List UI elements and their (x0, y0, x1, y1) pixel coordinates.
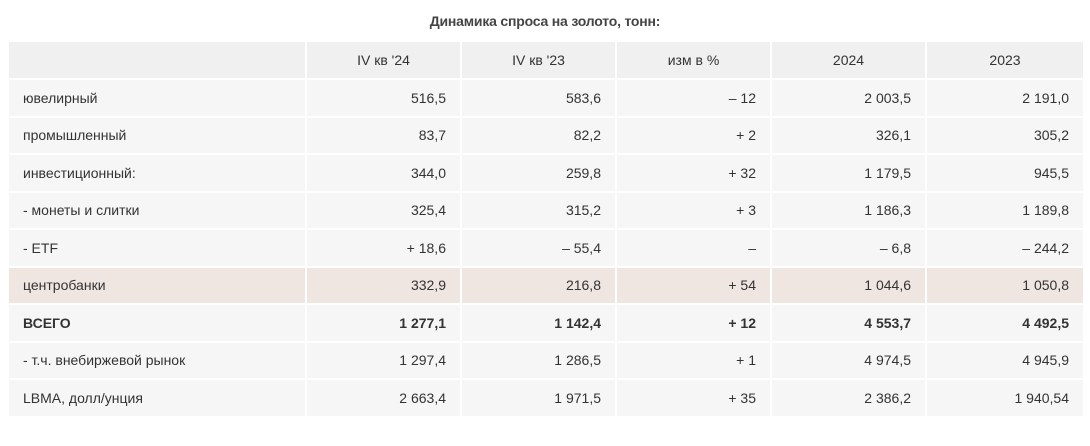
table-cell: 1 050,8 (925, 265, 1085, 305)
table-cell: 1 286,5 (460, 340, 617, 380)
table-cell: + 54 (615, 265, 772, 305)
table-cell: – 244,2 (925, 228, 1085, 268)
table-cell: 305,2 (925, 115, 1085, 155)
table-cell: 1 044,6 (770, 265, 927, 305)
table-body: ювелирный 516,5 583,6– 12 2 003,5 2 191,0 про… (7, 78, 1085, 418)
table-cell: 1 142,4 (460, 303, 617, 343)
table-cell: 82,2 (460, 115, 617, 155)
header-cell: 2023 (925, 40, 1085, 80)
table-cell: + 2 (615, 115, 772, 155)
row-label: - ETF (7, 228, 307, 268)
table-title: Динамика спроса на золото, тонн: (429, 13, 661, 29)
table-cell: 583,6 (460, 78, 617, 118)
table-cell: 4 945,9 (925, 340, 1085, 380)
table-cell: – 6,8 (770, 228, 927, 268)
row-label: LBMA, долл/унция (7, 378, 307, 418)
table-cell: 315,2 (460, 190, 617, 230)
table-cell: 2 386,2 (770, 378, 927, 418)
table-cell: + 18,6 (305, 228, 462, 268)
table-cell: 1 940,54 (925, 378, 1085, 418)
row-label: ВСЕГО (7, 303, 307, 343)
row-label: центробанки (7, 265, 307, 305)
table-cell: 326,1 (770, 115, 927, 155)
table-cell: – (615, 228, 772, 268)
table-row: ювелирный 516,5 583,6– 12 2 003,5 2 191,0 (7, 78, 1085, 118)
table-widget: Динамика спроса на золото, тонн: IV кв '… (7, 13, 1085, 418)
table-cell: 1 297,4 (305, 340, 462, 380)
row-label: - монеты и слитки (7, 190, 307, 230)
table-cell: 259,8 (460, 153, 617, 193)
table-cell: – 55,4 (460, 228, 617, 268)
table-cell: + 32 (615, 153, 772, 193)
table-row: ВСЕГО 1 277,1 1 142,4 + 12 4 553,7 4 492,5 (7, 303, 1085, 343)
header-cell: IV кв '23 (460, 40, 617, 80)
table-row: инвестиционный: 344,0 259,8 + 32 1 179,5 945,… (7, 153, 1085, 193)
table-row: промышленный 83,7 82,2 + 2 326,1 305,2 (7, 115, 1085, 155)
table-cell: 2 191,0 (925, 78, 1085, 118)
table-cell: 1 277,1 (305, 303, 462, 343)
table-cell: 516,5 (305, 78, 462, 118)
table-cell: 344,0 (305, 153, 462, 193)
table-cell: – 12 (615, 78, 772, 118)
table-row: центробанки 332,9 216,8 + 54 1 044,6 1 050,8 (7, 265, 1085, 305)
table-cell: 1 179,5 (770, 153, 927, 193)
header-row: IV кв '24 IV кв '23 изм в % 2024 2023 (7, 40, 1085, 80)
table-cell: 4 492,5 (925, 303, 1085, 343)
row-label: ювелирный (7, 78, 307, 118)
table-cell: + 12 (615, 303, 772, 343)
row-label: инвестиционный: (7, 153, 307, 193)
table-cell: 332,9 (305, 265, 462, 305)
table-cell: 2 003,5 (770, 78, 927, 118)
table-row: LBMA, долл/унция 2 663,4 1 971,5 + 35 2 386,… (7, 378, 1085, 418)
data-table: IV кв '24 IV кв '23 изм в % 2024 2023 ювелир… (7, 40, 1085, 418)
header-cell (7, 40, 307, 80)
table-cell: 325,4 (305, 190, 462, 230)
table-cell: 2 663,4 (305, 378, 462, 418)
table-cell: 216,8 (460, 265, 617, 305)
header-cell: изм в % (615, 40, 772, 80)
row-label: - т.ч. внебиржевой рынок (7, 340, 307, 380)
table-cell: + 35 (615, 378, 772, 418)
table-cell: + 1 (615, 340, 772, 380)
table-cell: 945,5 (925, 153, 1085, 193)
table-cell: 83,7 (305, 115, 462, 155)
table-cell: 1 186,3 (770, 190, 927, 230)
table-cell: 1 189,8 (925, 190, 1085, 230)
table-row: - т.ч. внебиржевой рынок 1 297,4 1 286,5 + … (7, 340, 1085, 380)
table-row: - ETF + 18,6– 55,4– – 6,8– 244,2 (7, 228, 1085, 268)
row-label: промышленный (7, 115, 307, 155)
table-cell: 4 974,5 (770, 340, 927, 380)
table-cell: 1 971,5 (460, 378, 617, 418)
table-cell: 4 553,7 (770, 303, 927, 343)
header-cell: 2024 (770, 40, 927, 80)
header-cell: IV кв '24 (305, 40, 462, 80)
table-cell: + 3 (615, 190, 772, 230)
